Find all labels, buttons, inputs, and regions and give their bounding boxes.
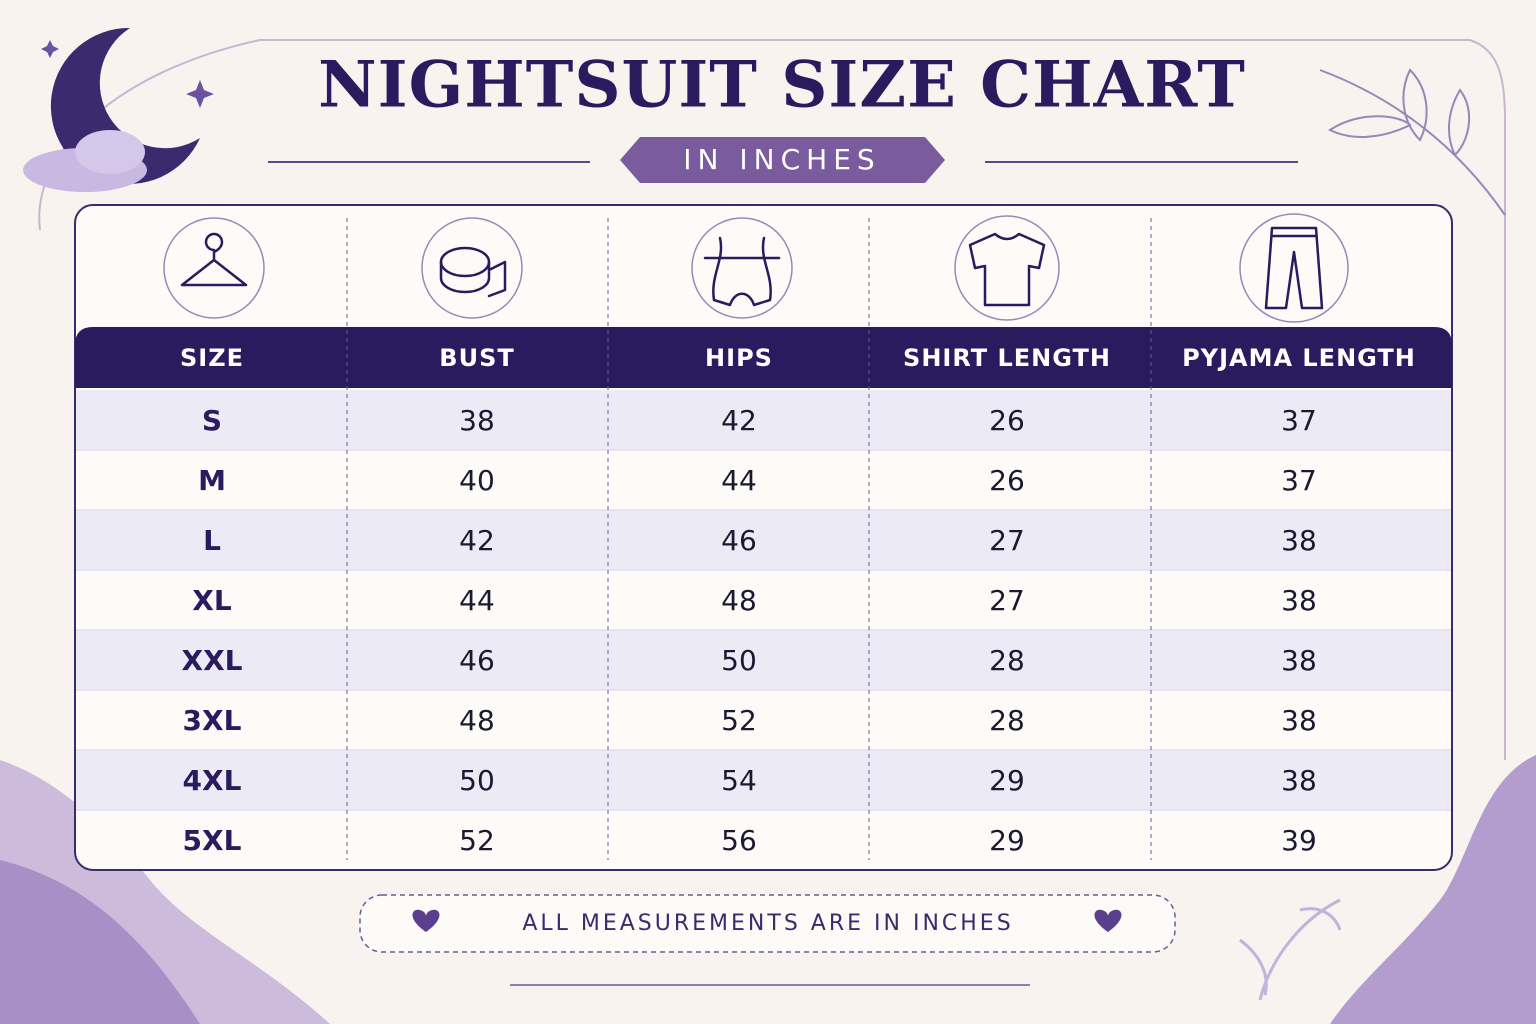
- tape-icon: [439, 260, 507, 298]
- column-header: PYJAMA LENGTH: [1182, 344, 1416, 372]
- value-cell: 38: [1281, 584, 1317, 617]
- value-cell: 26: [989, 404, 1025, 437]
- leaf: [1239, 898, 1342, 1001]
- value-cell: 50: [459, 764, 495, 797]
- value-cell: 38: [1281, 644, 1317, 677]
- size-cell: M: [198, 464, 226, 497]
- table-row: [76, 510, 1451, 570]
- heart: [1094, 909, 1122, 932]
- size-cell: L: [203, 524, 221, 557]
- header-band: [75, 327, 1452, 388]
- subtitle: IN INCHES: [683, 143, 880, 176]
- icon-circle: [954, 215, 1060, 321]
- heart: [412, 909, 440, 932]
- wave-decoration: [0, 860, 200, 1024]
- hips-icon: [703, 236, 781, 307]
- value-cell: 38: [1281, 764, 1317, 797]
- value-cell: 44: [459, 584, 495, 617]
- size-cell: XXL: [181, 644, 242, 677]
- value-cell: 46: [459, 644, 495, 677]
- value-cell: 29: [989, 824, 1025, 857]
- icon-circle: [163, 217, 265, 319]
- value-cell: 52: [721, 704, 757, 737]
- size-cell: 3XL: [183, 704, 242, 737]
- table-row: [76, 750, 1451, 810]
- column-header: BUST: [439, 344, 514, 372]
- table-body: SIZE BUST HIPS SHIRT LENGTH PYJAMA LENGTH S 38…: [76, 218, 1451, 860]
- value-cell: 28: [989, 644, 1025, 677]
- value-cell: 50: [721, 644, 757, 677]
- column-header: HIPS: [705, 344, 773, 372]
- note-pill: [359, 894, 1176, 953]
- value-cell: 40: [459, 464, 495, 497]
- value-cell: 54: [721, 764, 757, 797]
- table-row: [76, 390, 1451, 450]
- table-row: [76, 450, 1451, 510]
- table-row: [76, 570, 1451, 630]
- leaf: [1328, 68, 1471, 157]
- star: [186, 80, 214, 108]
- value-cell: 26: [989, 464, 1025, 497]
- value-cell: 42: [721, 404, 757, 437]
- icon-circle: [421, 217, 523, 319]
- table-row: [76, 810, 1451, 852]
- value-cell: 42: [459, 524, 495, 557]
- value-cell: 38: [459, 404, 495, 437]
- value-cell: 27: [989, 524, 1025, 557]
- size-cell: 4XL: [183, 764, 242, 797]
- value-cell: 46: [721, 524, 757, 557]
- title: NIGHTSUIT SIZE CHART: [318, 48, 1246, 123]
- table-row: [76, 630, 1451, 690]
- size-cell: S: [202, 404, 222, 437]
- branch: [1319, 69, 1506, 216]
- icon-circle: [691, 217, 793, 319]
- icon-circle: [1239, 213, 1349, 323]
- footer-note: ALL MEASUREMENTS ARE IN INCHES: [522, 911, 1013, 936]
- value-cell: 38: [1281, 524, 1317, 557]
- value-cell: 56: [721, 824, 757, 857]
- size-cell: 5XL: [183, 824, 242, 857]
- value-cell: 28: [989, 704, 1025, 737]
- value-cell: 37: [1281, 404, 1317, 437]
- hanger-icon: [180, 232, 248, 287]
- value-cell: 37: [1281, 464, 1317, 497]
- value-cell: 44: [721, 464, 757, 497]
- value-cell: 38: [1281, 704, 1317, 737]
- table-row: [76, 690, 1451, 750]
- column-icons: [163, 213, 1349, 323]
- subtitle-ribbon: [620, 137, 945, 183]
- value-cell: 29: [989, 764, 1025, 797]
- star: [41, 40, 59, 58]
- cloud: [75, 130, 145, 174]
- shirt-icon: [968, 232, 1046, 307]
- value-cell: 27: [989, 584, 1025, 617]
- wave-decoration: [1330, 755, 1536, 1024]
- size-cell: XL: [192, 584, 232, 617]
- column-header: SHIRT LENGTH: [903, 344, 1111, 372]
- value-cell: 52: [459, 824, 495, 857]
- value-cell: 48: [459, 704, 495, 737]
- column-header: SIZE: [180, 344, 244, 372]
- value-cell: 39: [1281, 824, 1317, 857]
- value-cell: 48: [721, 584, 757, 617]
- pyjama-icon: [1264, 226, 1324, 310]
